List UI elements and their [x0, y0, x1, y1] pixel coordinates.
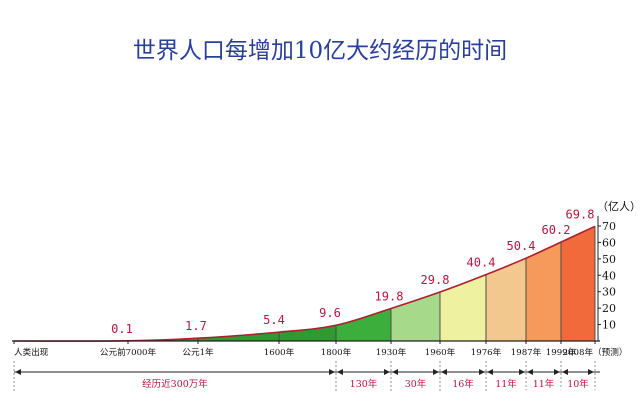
- x-tick-label: 1800年: [321, 346, 352, 358]
- span-arrow-right: [433, 369, 439, 375]
- x-tick-label: 1960年: [425, 346, 456, 358]
- span-arrow-right: [519, 369, 525, 375]
- x-tick-label: 1930年: [376, 346, 407, 358]
- span-arrow-left: [527, 369, 533, 375]
- x-tick-label: 1987年: [511, 346, 542, 358]
- span-label: 16年: [452, 378, 474, 390]
- x-axis: 人类出现 公元前7000年 公元1年 1600年 1800年 1930年 1960年 1976…: [12, 340, 628, 358]
- y-tick-label: 20: [602, 302, 616, 315]
- span-arrow-right: [554, 369, 560, 375]
- y-tick-label: 50: [602, 253, 616, 266]
- span-arrow-left: [392, 369, 398, 375]
- y-tick-label: 60: [602, 236, 616, 249]
- span-arrow-left: [441, 369, 447, 375]
- value-label: 5.4: [263, 313, 285, 327]
- value-label: 60.2: [542, 223, 571, 237]
- span-arrow-left: [487, 369, 493, 375]
- span-arrow-left: [562, 369, 568, 375]
- span-arrow-right: [329, 369, 335, 375]
- watermark-text: 搜狐号@地理沙龙号: [493, 387, 610, 402]
- span-label: 130年: [350, 378, 378, 390]
- y-tick-label: 40: [602, 269, 616, 282]
- span-label: 30年: [405, 378, 427, 390]
- y-axis: 10 20 30 40 50 60 70 （亿人）: [597, 200, 640, 341]
- value-label: 40.4: [467, 256, 496, 270]
- y-tick-label: 70: [602, 220, 616, 233]
- span-arrow-left: [337, 369, 343, 375]
- band-9: [560, 225, 596, 342]
- span-arrow-right: [479, 369, 485, 375]
- y-axis-label: （亿人）: [597, 200, 640, 213]
- span-label: 经历近300万年: [142, 378, 208, 390]
- value-label: 29.8: [421, 273, 450, 287]
- value-label: 50.4: [507, 239, 536, 253]
- x-tick-label: 2008年（预测）: [563, 346, 628, 358]
- x-tick-label: 公元1年: [182, 346, 214, 358]
- value-label: 0.1: [111, 322, 133, 336]
- x-tick-label: 公元前7000年: [100, 346, 157, 358]
- span-arrow-right: [384, 369, 390, 375]
- x-tick-label: 1600年: [264, 346, 295, 358]
- watermark: 搜狐号@地理沙龙号: [493, 387, 610, 402]
- value-label: 19.8: [375, 289, 404, 303]
- span-label: 11年: [495, 378, 517, 390]
- value-label: 1.7: [185, 319, 207, 333]
- span-arrow-left: [15, 369, 21, 375]
- band-4: [335, 308, 392, 342]
- x-tick-label: 1976年: [471, 346, 502, 358]
- duration-spans: 经历近300万年 130年 30年 16年 11年 11年 10年: [13, 361, 600, 392]
- x-tick-label: 1999年: [546, 346, 577, 358]
- y-tick-label: 10: [602, 319, 616, 332]
- span-label: 11年: [533, 378, 555, 390]
- population-curve: [13, 225, 596, 342]
- value-label: 69.8: [566, 207, 595, 221]
- band-8: [525, 241, 562, 342]
- chart-title: 世界人口每增加10亿大约经历的时间: [133, 38, 507, 64]
- value-label: 9.6: [319, 306, 341, 320]
- span-label: 10年: [567, 378, 589, 390]
- curve-line: [13, 225, 596, 342]
- y-tick-label: 30: [602, 286, 616, 299]
- x-tick-label: 人类出现: [14, 346, 49, 358]
- band-7: [485, 257, 527, 342]
- value-labels: 0.1 1.7 5.4 9.6 19.8 29.8 40.4 50.4 60.2 69.8: [111, 207, 594, 336]
- span-arrow-right: [588, 369, 594, 375]
